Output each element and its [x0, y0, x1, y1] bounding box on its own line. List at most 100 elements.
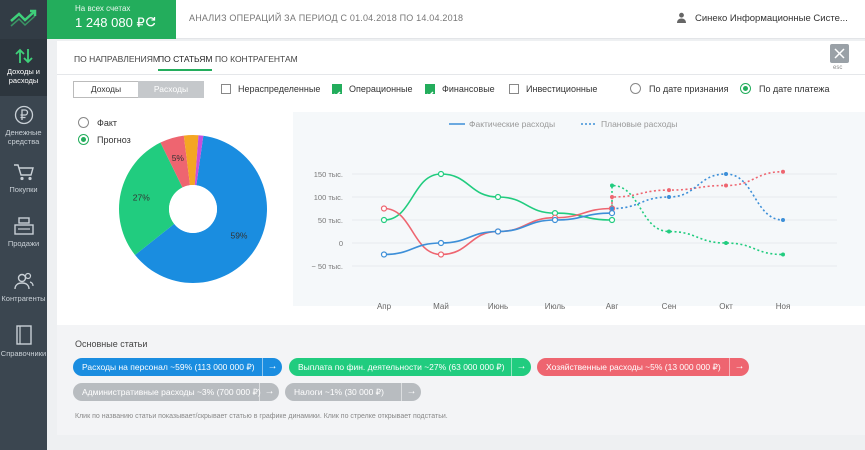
user-name[interactable]: Синеко Информационные Систе...: [695, 13, 848, 24]
x-tick-label: Ноя: [776, 302, 791, 311]
x-tick-label: Авг: [606, 302, 619, 311]
articles-title: Основные статьи: [75, 339, 148, 349]
actual-point: [380, 251, 388, 258]
actual-point: [551, 216, 559, 224]
tab-by-direction[interactable]: ПО НАПРАВЛЕНИЯМ: [74, 54, 160, 64]
ruble-icon: [14, 105, 33, 125]
actual-point: [608, 216, 616, 224]
check-icon: [426, 91, 434, 98]
arrows-updown-icon: [14, 48, 33, 64]
close-button[interactable]: [830, 44, 849, 63]
actual-point: [608, 210, 616, 217]
contacts-icon: [13, 272, 34, 290]
article-label[interactable]: Налоги ~1% (30 000 ₽): [294, 387, 384, 397]
filter-operational-checkbox[interactable]: [332, 84, 342, 98]
date-recognition-radio[interactable]: [630, 83, 641, 94]
sidebar: Доходы и расходы Денежные средства Покуп…: [0, 0, 47, 450]
dynamics-line-chart: 150 тыс. 100 тыс. 50 тыс. 0 − 50 тыс. Апр Май И…: [311, 119, 837, 311]
pie-slice: [183, 135, 199, 186]
date-payment-label[interactable]: По дате платежа: [759, 84, 830, 94]
arrow-right-icon[interactable]: →: [259, 383, 279, 401]
articles-hint: Клик по названию статьи показывает/скрыв…: [75, 413, 448, 420]
balance-widget[interactable]: На всех счетах 1 248 080 ₽: [47, 0, 176, 39]
pie-slice: [160, 135, 191, 188]
user-icon: [677, 12, 686, 23]
planned-point: [610, 206, 614, 211]
sidebar-item-label: Доходы и расходы: [7, 67, 40, 85]
article-pill[interactable]: Хозяйственные расходы ~5% (13 000 000 ₽)…: [537, 358, 749, 376]
tab-by-contractor[interactable]: ПО КОНТРАГЕНТАМ: [215, 54, 298, 64]
balance-caption: На всех счетах: [75, 4, 131, 13]
date-recognition-label[interactable]: По дате признания: [649, 84, 729, 94]
arrow-right-icon[interactable]: →: [511, 358, 531, 376]
cart-icon: [13, 164, 34, 181]
sidebar-item-sales[interactable]: Продажи: [0, 214, 47, 254]
y-tick-label: 100 тыс.: [314, 193, 343, 202]
y-tick-label: 0: [339, 239, 343, 248]
filter-financial-checkbox[interactable]: [425, 84, 435, 98]
pie-forecast-label[interactable]: Прогноз: [97, 135, 131, 145]
arrow-right-icon[interactable]: →: [262, 358, 282, 376]
x-tick-label: Сен: [662, 302, 677, 311]
filter-label[interactable]: Финансовые: [442, 84, 495, 94]
article-label[interactable]: Хозяйственные расходы ~5% (13 000 000 ₽): [546, 362, 721, 372]
article-pill[interactable]: Выплата по фин. деятельности ~27% (63 00…: [289, 358, 531, 376]
pie-slice-label: 5%: [172, 153, 185, 163]
article-pill[interactable]: Налоги ~1% (30 000 ₽) →: [285, 383, 421, 401]
actual-series-line: [383, 173, 613, 221]
article-label[interactable]: Расходы на персонал ~59% (113 000 000 ₽): [82, 362, 255, 372]
pie-fact-radio[interactable]: [78, 117, 89, 128]
planned-point: [781, 169, 785, 174]
sidebar-item-label: Справочники: [0, 349, 47, 358]
book-icon: [15, 325, 32, 345]
sidebar-item-cash[interactable]: Денежные средства: [0, 100, 47, 150]
sidebar-item-purchases[interactable]: Покупки: [0, 160, 47, 200]
refresh-icon[interactable]: [145, 16, 156, 27]
sidebar-item-references[interactable]: Справочники: [0, 322, 47, 362]
actual-point: [494, 228, 502, 235]
filter-label[interactable]: Инвестиционные: [526, 84, 598, 94]
pie-fact-label[interactable]: Факт: [97, 118, 118, 128]
toggle-income[interactable]: Доходы: [73, 81, 139, 98]
x-tick-label: Июль: [545, 302, 565, 311]
arrow-right-icon[interactable]: →: [401, 383, 421, 401]
filter-unallocated-checkbox[interactable]: [221, 84, 231, 94]
article-pill[interactable]: Расходы на персонал ~59% (113 000 000 ₽)…: [73, 358, 282, 376]
planned-point: [667, 188, 671, 193]
article-label[interactable]: Административные расходы ~3% (700 000 ₽): [82, 387, 261, 397]
filter-label[interactable]: Нераспределенные: [238, 84, 321, 94]
balance-value: 1 248 080 ₽: [75, 15, 145, 30]
tabs-divider: [57, 74, 865, 75]
article-pill[interactable]: Административные расходы ~3% (700 000 ₽)…: [73, 383, 279, 401]
check-icon: [333, 91, 341, 98]
close-icon: [834, 48, 845, 59]
main-articles-section: Основные статьи Расходы на персонал ~59%…: [57, 325, 865, 435]
planned-point: [610, 195, 614, 199]
planned-point: [610, 183, 614, 188]
sidebar-item-income-expense[interactable]: Доходы и расходы: [0, 39, 47, 96]
pie-slice: [118, 142, 183, 255]
actual-point: [437, 239, 445, 247]
actual-point: [380, 205, 388, 212]
cash-register-icon: [13, 217, 34, 235]
planned-point: [724, 172, 728, 176]
tab-by-article[interactable]: ПО СТАТЬЯМ: [158, 54, 213, 71]
esc-hint: esc: [833, 65, 843, 71]
filter-label[interactable]: Операционные: [349, 84, 413, 94]
period-title[interactable]: АНАЛИЗ ОПЕРАЦИЙ ЗА ПЕРИОД С 01.04.2018 П…: [189, 13, 464, 23]
y-tick-label: 150 тыс.: [314, 170, 343, 179]
toggle-expense[interactable]: Расходы: [138, 81, 204, 98]
sidebar-item-contractors[interactable]: Контрагенты: [0, 269, 47, 309]
sidebar-item-label: Покупки: [9, 185, 38, 194]
arrow-right-icon[interactable]: →: [729, 358, 749, 376]
pie-slice: [194, 135, 204, 186]
planned-point: [781, 252, 785, 257]
article-label[interactable]: Выплата по фин. деятельности ~27% (63 00…: [298, 362, 505, 372]
filter-investment-checkbox[interactable]: [509, 84, 519, 94]
pie-hole: [169, 185, 217, 233]
x-tick-label: Апр: [377, 302, 392, 311]
date-payment-radio[interactable]: [740, 83, 751, 94]
pie-forecast-radio[interactable]: [78, 134, 89, 145]
app-logo[interactable]: [0, 0, 47, 39]
logo-trend-icon: [10, 9, 37, 27]
